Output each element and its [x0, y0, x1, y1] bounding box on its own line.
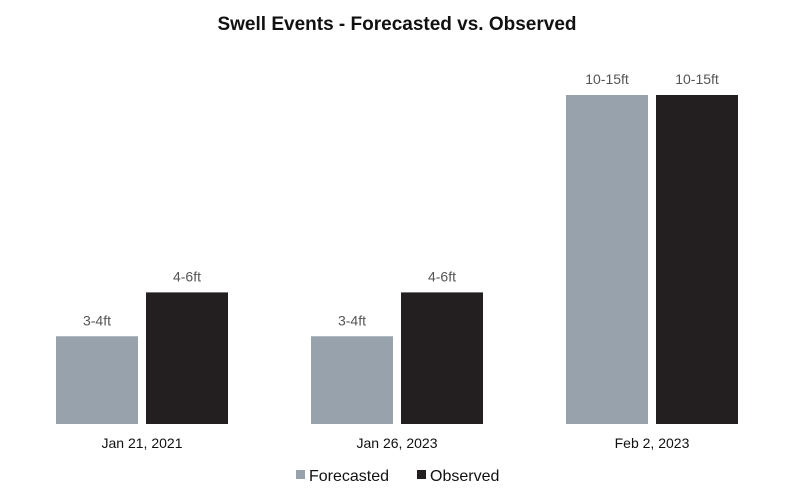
legend-swatch-forecasted [296, 470, 305, 479]
bar-observed-2 [401, 292, 483, 424]
data-label-observed-1: 4-6ft [173, 268, 201, 284]
chart-title: Swell Events - Forecasted vs. Observed [217, 14, 576, 35]
bar-observed-3 [656, 95, 738, 424]
plot-area: 3-4ft 4-6ft Jan 21, 2021 3-4ft 4-6ft Jan 26, … [56, 71, 738, 451]
bar-observed-1 [146, 292, 228, 424]
data-label-forecasted-1: 3-4ft [83, 312, 111, 328]
bar-forecasted-3 [566, 95, 648, 424]
data-label-observed-3: 10-15ft [675, 71, 719, 87]
legend-label-observed: Observed [430, 468, 499, 485]
x-tick-label: Jan 21, 2021 [102, 435, 183, 451]
data-label-forecasted-2: 3-4ft [338, 312, 366, 328]
bar-forecasted-1 [56, 336, 138, 424]
x-tick-label: Jan 26, 2023 [357, 435, 438, 451]
legend: Forecasted Observed [296, 468, 499, 485]
data-label-forecasted-3: 10-15ft [585, 71, 629, 87]
legend-swatch-observed [417, 470, 426, 479]
bar-forecasted-2 [311, 336, 393, 424]
legend-label-forecasted: Forecasted [309, 468, 389, 485]
x-tick-label: Feb 2, 2023 [615, 435, 690, 451]
data-label-observed-2: 4-6ft [428, 268, 456, 284]
